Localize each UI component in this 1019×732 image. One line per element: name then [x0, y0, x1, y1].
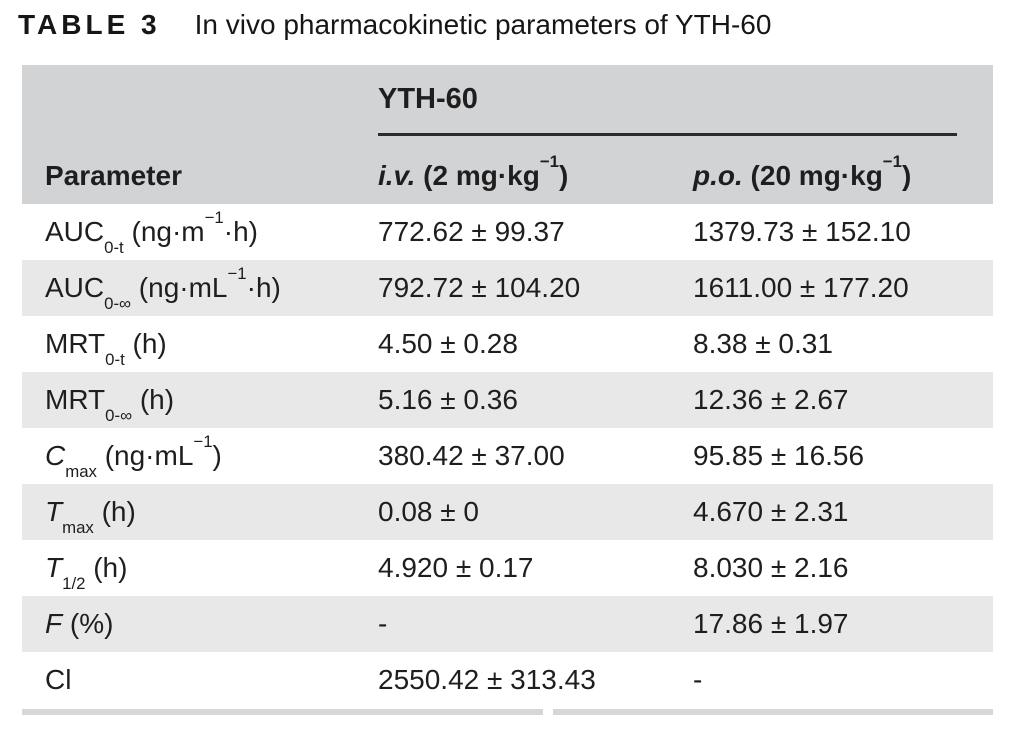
iv-value-cell: 792.72 ± 104.20: [378, 272, 581, 303]
iv-value-cell: 5.16 ± 0.36: [378, 384, 518, 415]
po-value-cell: -: [693, 664, 703, 695]
parameter-cell: AUC0-∞ (ng·mL−1·h): [45, 264, 281, 313]
po-value-cell: 95.85 ± 16.56: [693, 440, 865, 471]
column-header-iv: i.v. (2 mg·kg−1): [378, 151, 569, 191]
table-row: AUC0-∞ (ng·mL−1·h) 792.72 ± 104.20 1611.…: [22, 260, 993, 316]
table-row: T1/2 (h) 4.920 ± 0.17 8.030 ± 2.16: [22, 540, 993, 596]
table-row: F (%) - 17.86 ± 1.97: [22, 596, 993, 652]
po-value-cell: 8.38 ± 0.31: [693, 328, 833, 359]
po-value-cell: 12.36 ± 2.67: [693, 384, 849, 415]
table-row: MRT0-∞ (h) 5.16 ± 0.36 12.36 ± 2.67: [22, 372, 993, 428]
table-caption: TABLE 3 In vivo pharmacokinetic parameter…: [18, 8, 771, 42]
po-value-cell: 8.030 ± 2.16: [693, 552, 849, 583]
iv-value-cell: 380.42 ± 37.00: [378, 440, 565, 471]
pharmacokinetics-table: YTH-60 Parameter i.v. (2 mg·kg−1) p.o. (…: [22, 65, 993, 715]
table-row: Cl 2550.42 ± 313.43 -: [22, 652, 993, 708]
iv-value-cell: 4.920 ± 0.17: [378, 552, 534, 583]
table-body: AUC0-t (ng·m−1·h) 772.62 ± 99.37 1379.73…: [22, 204, 993, 708]
iv-value-cell: 4.50 ± 0.28: [378, 328, 518, 359]
group-header-rule: [378, 133, 957, 136]
iv-value-cell: 2550.42 ± 313.43: [378, 664, 596, 695]
iv-value-cell: 772.62 ± 99.37: [378, 216, 565, 247]
bottom-rule-left-segment: [22, 709, 543, 715]
column-header-po: p.o. (20 mg·kg−1): [693, 151, 912, 191]
table-caption-label: TABLE 3: [18, 9, 161, 40]
table-row: AUC0-t (ng·m−1·h) 772.62 ± 99.37 1379.73…: [22, 204, 993, 260]
group-header-row: YTH-60: [22, 65, 993, 140]
iv-value-cell: 0.08 ± 0: [378, 496, 479, 527]
po-value-cell: 17.86 ± 1.97: [693, 608, 849, 639]
parameter-cell: Cmax (ng·mL−1): [45, 432, 222, 481]
iv-value-cell: -: [378, 608, 388, 639]
parameter-cell: MRT0-∞ (h): [45, 384, 175, 425]
group-header-label: YTH-60: [378, 83, 478, 115]
table-caption-text: In vivo pharmacokinetic parameters of YT…: [194, 9, 772, 40]
parameter-cell: T1/2 (h): [45, 552, 128, 593]
parameter-cell: Cl: [45, 664, 72, 695]
table-row: MRT0-t (h) 4.50 ± 0.28 8.38 ± 0.31: [22, 316, 993, 372]
table-row: Cmax (ng·mL−1) 380.42 ± 37.00 95.85 ± 16…: [22, 428, 993, 484]
parameter-cell: MRT0-t (h): [45, 328, 167, 369]
column-header-parameter: Parameter: [45, 159, 182, 191]
po-value-cell: 1611.00 ± 177.20: [693, 272, 909, 303]
parameter-cell: AUC0-t (ng·m−1·h): [45, 208, 258, 257]
table-bottom-rule: [22, 709, 993, 715]
po-value-cell: 1379.73 ± 152.10: [693, 216, 911, 247]
po-value-cell: 4.670 ± 2.31: [693, 496, 849, 527]
parameter-cell: Tmax (h): [45, 496, 136, 537]
bottom-rule-right-segment: [553, 709, 993, 715]
table-header: YTH-60 Parameter i.v. (2 mg·kg−1) p.o. (…: [22, 65, 993, 204]
parameter-cell: F (%): [45, 608, 114, 639]
column-header-row: Parameter i.v. (2 mg·kg−1) p.o. (20 mg·k…: [22, 140, 993, 204]
table-row: Tmax (h) 0.08 ± 0 4.670 ± 2.31: [22, 484, 993, 540]
